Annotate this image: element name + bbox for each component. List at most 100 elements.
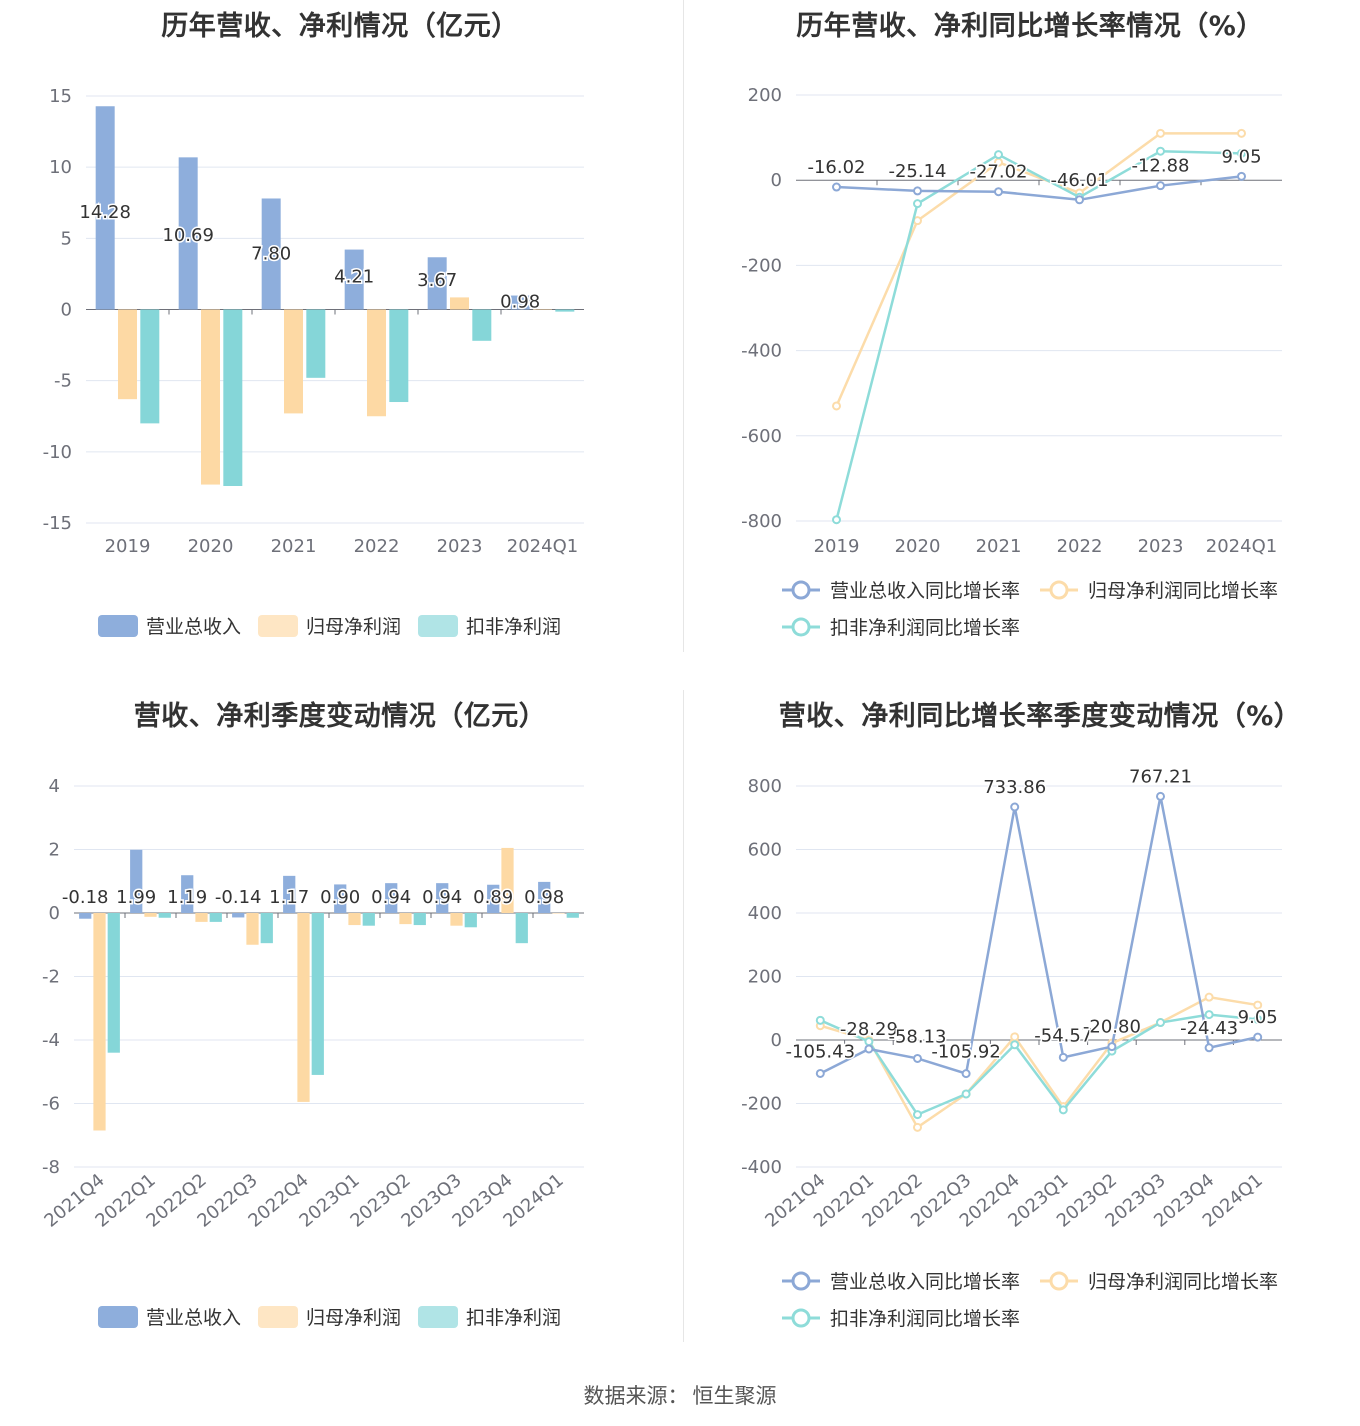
y-tick-label: -600 (741, 426, 782, 447)
series-point (1204, 1043, 1214, 1053)
x-tick-label: 2020 (895, 536, 941, 557)
data-label: -25.14 (888, 161, 946, 182)
x-tick-label: 2023 (1138, 536, 1184, 557)
data-source: 数据来源： 恒生聚源 (0, 1380, 1360, 1410)
legend-label: 扣非净利润同比增长率 (830, 617, 1020, 639)
legend-swatch-marker (791, 1308, 811, 1328)
series-point (1204, 1010, 1214, 1020)
legend-item: 营业总收入同比增长率 (782, 1271, 1020, 1293)
data-label: 4.21 (334, 267, 374, 288)
legend-label: 归母净利润同比增长率 (1088, 580, 1278, 602)
series-point (1010, 1032, 1020, 1042)
series-point (913, 1053, 922, 1063)
legend-swatch (418, 615, 458, 637)
data-label: -27.02 (969, 162, 1027, 183)
bar-deducted-profit (566, 913, 579, 918)
legend-item: 扣非净利润 (418, 615, 561, 638)
y-tick-label: 0 (771, 1030, 782, 1051)
legend-label: 扣非净利润 (466, 1307, 561, 1329)
x-tick-label: 2023 (437, 536, 483, 557)
x-tick-label: 2021 (271, 536, 317, 557)
series-point (994, 150, 1003, 160)
data-label: -12.88 (1131, 156, 1189, 177)
series-point (913, 199, 922, 209)
data-label: 733.86 (983, 777, 1046, 798)
data-label: 0.94 (371, 887, 411, 908)
bar-deducted-profit (464, 913, 477, 928)
legend-swatch (258, 1306, 298, 1328)
bar-revenue (538, 881, 551, 913)
bar-revenue (385, 883, 398, 913)
y-tick-label: 10 (49, 157, 72, 178)
series-point (1107, 1042, 1117, 1052)
legend-swatch-marker (1049, 580, 1069, 600)
data-label: 7.80 (251, 244, 291, 265)
bar-revenue (181, 875, 194, 913)
legend-label: 归母净利润同比增长率 (1088, 1271, 1278, 1293)
bar-net-profit (118, 309, 137, 400)
legend-item: 扣非净利润同比增长率 (782, 617, 1020, 639)
y-tick-label: -6 (42, 1094, 60, 1115)
y-tick-label: 200 (748, 85, 782, 106)
legend-label: 营业总收入同比增长率 (830, 580, 1020, 602)
series-point (1156, 791, 1165, 801)
series-point (832, 401, 841, 411)
legend-item: 归母净利润 (258, 1306, 401, 1329)
divider (683, 690, 684, 1342)
legend-label: 归母净利润 (306, 616, 401, 638)
series-line-revenue-growth (836, 175, 1242, 202)
series-point (1156, 1018, 1165, 1028)
series-point (1237, 171, 1246, 181)
annual-growth-rate-chart: 历年营收、净利同比增长率情况（%） 200 0 -200 -400 -600 -800 20… (680, 0, 1360, 690)
y-tick-label: -200 (741, 1094, 782, 1115)
data-label: 1.17 (269, 887, 309, 908)
legend-swatch-marker (791, 580, 811, 600)
legend-swatch (258, 615, 298, 637)
bar-net-profit (552, 913, 565, 914)
bar-deducted-profit (389, 309, 409, 403)
bar-net-profit (348, 913, 361, 926)
y-tick-label: -200 (741, 255, 782, 276)
legend-label: 扣非净利润同比增长率 (830, 1308, 1020, 1330)
legend-label: 营业总收入 (146, 616, 241, 638)
legend-item: 扣非净利润 (418, 1306, 561, 1329)
bar-revenue (487, 884, 500, 913)
legend-swatch-marker (1049, 1271, 1069, 1291)
quarterly-growth-rate-chart: 营收、净利同比增长率季度变动情况（%） 800 600 400 200 0 -200 -40… (680, 690, 1360, 1380)
data-label: -105.92 (931, 1042, 1000, 1063)
y-tick-label: -4 (42, 1030, 60, 1051)
bar-net-profit (284, 309, 303, 414)
x-tick-label: 2024Q1 (1206, 536, 1277, 557)
series-point (1156, 128, 1165, 138)
data-label: -24.43 (1180, 1018, 1238, 1039)
chart-plot: 420-2-4-6-82021Q42022Q12022Q22022Q32022Q… (40, 776, 584, 1329)
x-tick-label: 2021 (976, 536, 1022, 557)
chart-title: 历年营收、净利同比增长率情况（%） (796, 11, 1264, 42)
y-tick-label: 600 (748, 840, 782, 861)
bar-deducted-profit (158, 913, 171, 918)
series-point (961, 1069, 971, 1079)
bar-revenue (95, 106, 115, 310)
chart-plot: 200 0 -200 -400 -600 -800 2019 2020 2021 2022 2023… (741, 85, 1282, 639)
chart-layer: 8006004002000-200-4002021Q42022Q12022Q22… (741, 765, 1282, 1330)
series-point (815, 1068, 825, 1078)
y-tick-label: 800 (748, 776, 782, 797)
y-tick-label: 0 (61, 300, 72, 321)
y-tick-label: 15 (49, 86, 72, 107)
bar-deducted-profit (260, 913, 273, 944)
bar-net-profit (297, 913, 310, 1102)
y-tick-label: 2 (49, 840, 60, 861)
bar-deducted-profit (306, 309, 326, 378)
source-name: 恒生聚源 (692, 1384, 777, 1408)
y-tick-label: -2 (42, 967, 60, 988)
series-point (1058, 1105, 1068, 1115)
chart-title: 营收、净利同比增长率季度变动情况（%） (778, 701, 1302, 732)
bar-revenue (178, 157, 198, 310)
bar-revenue (261, 198, 281, 310)
legend-item: 营业总收入 (98, 1306, 241, 1329)
chart-layer: 200 0 -200 -400 -600 -800 2019 2020 2021 2022 2023… (741, 85, 1282, 639)
y-tick-label: -5 (54, 371, 72, 392)
x-tick-label: 2019 (814, 536, 860, 557)
y-tick-label: -400 (741, 1157, 782, 1178)
data-label: -58.13 (888, 1026, 946, 1047)
